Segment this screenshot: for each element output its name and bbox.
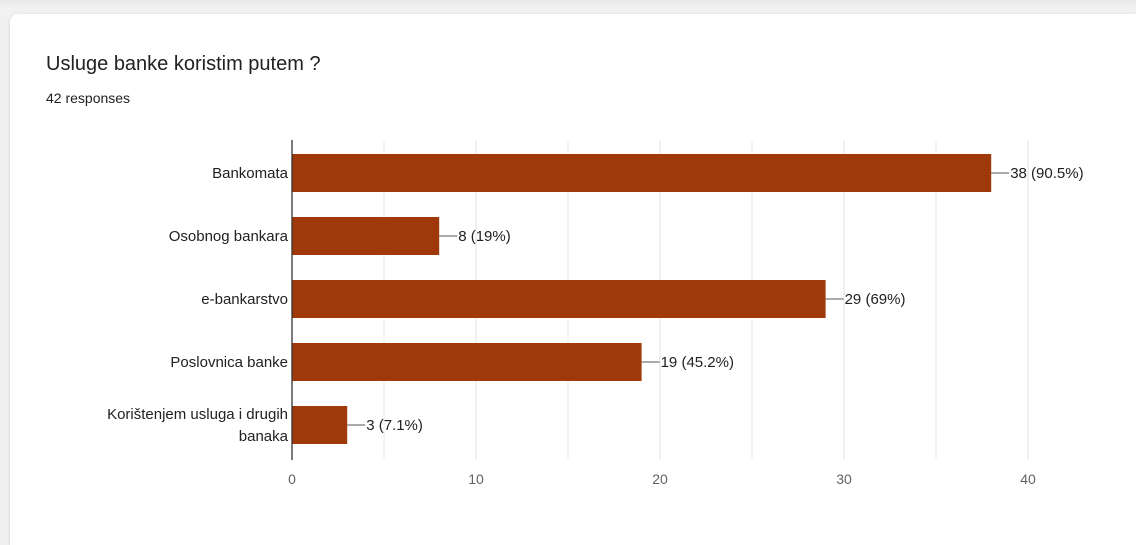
bar <box>292 343 642 381</box>
category-label: e-bankarstvo <box>201 291 288 308</box>
category-label: Poslovnica banke <box>170 354 288 371</box>
x-tick-label: 10 <box>468 471 484 487</box>
category-label: Bankomata <box>212 165 289 182</box>
x-tick-label: 30 <box>836 471 852 487</box>
x-tick-label: 40 <box>1020 471 1036 487</box>
question-title: Usluge banke koristim putem ? <box>46 53 321 75</box>
x-tick-label: 0 <box>288 471 296 487</box>
data-label: 3 (7.1%) <box>366 417 423 434</box>
category-label: Korištenjem usluga i drugih <box>107 406 288 423</box>
data-label: 19 (45.2%) <box>661 354 734 371</box>
question-card: Usluge banke koristim putem ? 42 respons… <box>10 14 1136 545</box>
x-tick-label: 20 <box>652 471 668 487</box>
data-label: 38 (90.5%) <box>1010 165 1083 182</box>
response-count: 42 responses <box>46 90 131 106</box>
data-label: 29 (69%) <box>845 291 906 308</box>
category-label: banaka <box>239 428 289 445</box>
bar <box>292 406 348 444</box>
window-top-strip <box>0 0 1136 10</box>
category-label: Osobnog bankara <box>169 228 289 245</box>
data-label: 8 (19%) <box>458 228 511 245</box>
bar <box>292 217 440 255</box>
bar <box>292 280 826 318</box>
bar <box>292 154 992 192</box>
